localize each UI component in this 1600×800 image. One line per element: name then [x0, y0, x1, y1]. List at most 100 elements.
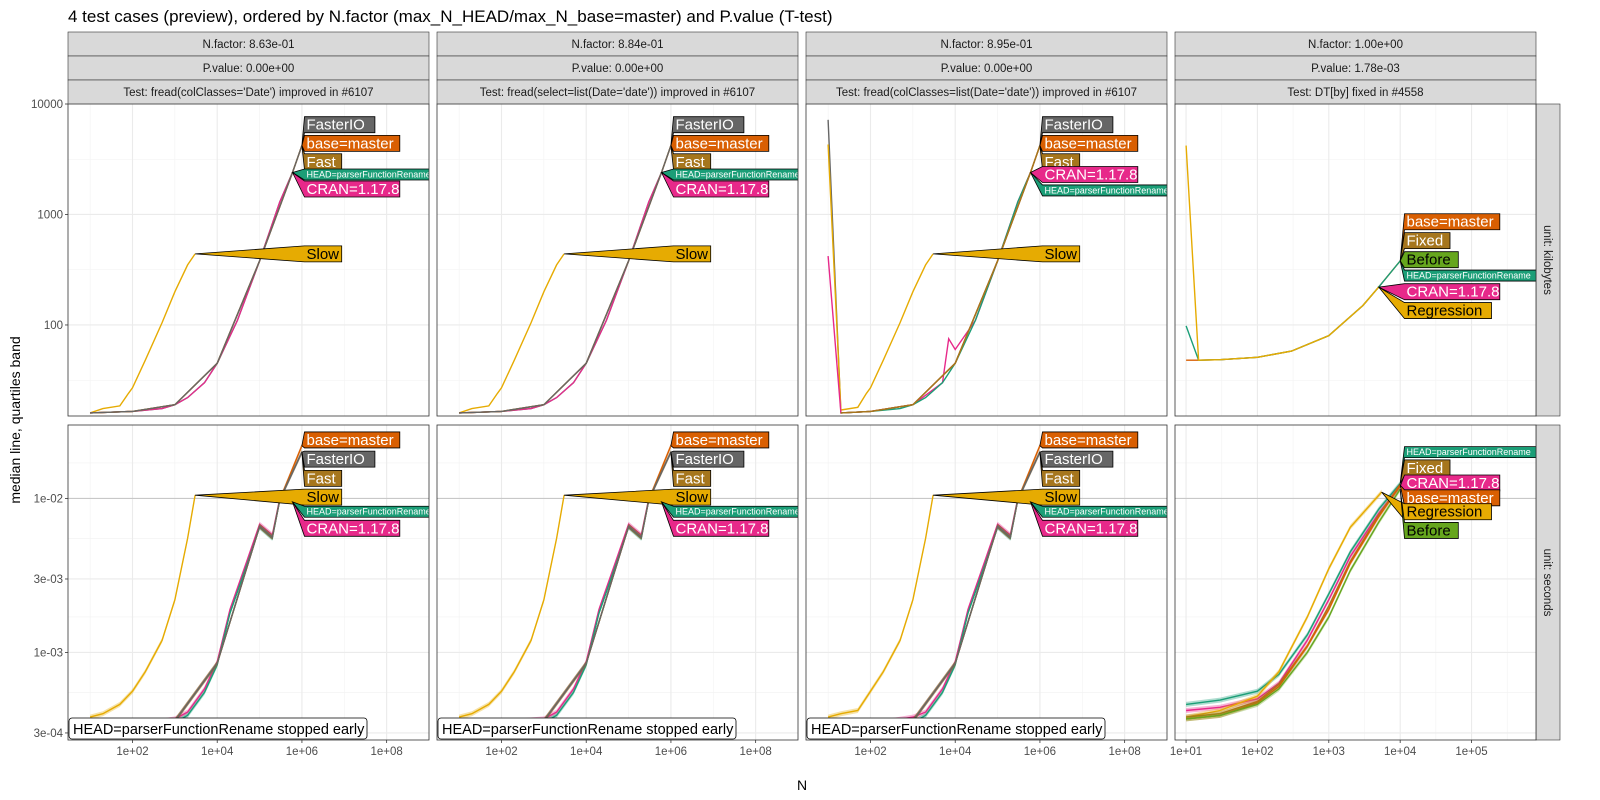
label-box-fasterio	[670, 116, 745, 146]
label-text-slow: Slow	[676, 489, 709, 506]
label-text-head-parserfunctionrename: HEAD=parserFunctionRename	[307, 170, 431, 180]
label-box-before	[1399, 251, 1459, 269]
label-text-fasterio: FasterIO	[676, 451, 734, 468]
label-box-base-master	[670, 134, 770, 152]
label-text-cran-1-17-8: CRAN=1.17.8	[1045, 520, 1138, 537]
facet-strip	[805, 55, 1168, 81]
direct-labels: FasterIObase=masterFastCRAN=1.17.8HEAD=p…	[933, 116, 1167, 263]
label-box-cran-1-17-8	[292, 172, 401, 198]
x-tick-label: 1e+02	[485, 746, 517, 758]
facet-strip	[436, 79, 799, 105]
chart-title: 4 test cases (preview), ordered by N.fac…	[68, 7, 833, 26]
facet-strip	[436, 55, 799, 81]
row-strip	[1535, 103, 1561, 417]
series-group	[1185, 481, 1401, 722]
panel-border	[436, 103, 799, 417]
direct-labels: base=master Fixed Before HEAD=parserFunctio…	[1377, 213, 1536, 320]
panel-2-seconds: base=masterFasterIOFastSlowHEAD=parserFu…	[436, 424, 800, 758]
label-box-fast	[1039, 452, 1081, 487]
label-text-base-master: base=master	[1045, 135, 1132, 152]
facet-strip-label: Test: DT[by] fixed in #4558	[1287, 87, 1423, 99]
label-box-cran-1-17-8	[1029, 166, 1139, 183]
panel-border	[805, 103, 1168, 417]
label-text-cran-1-17-8: CRAN=1.17.8	[1045, 167, 1138, 184]
label-box-head-parserfunctionrename	[291, 168, 429, 181]
y-tick-label: 3e-03	[34, 574, 63, 586]
label-box-cran-1-17-8	[1377, 283, 1501, 301]
y-axis-title: median line, quartiles band	[7, 336, 23, 503]
facet-strip-label: Test: fread(colClasses='Date') improved …	[123, 87, 373, 99]
x-tick-label: 1e+08	[739, 746, 771, 758]
panel-background	[437, 425, 798, 740]
row-strip-label: unit: kilobytes	[1541, 225, 1553, 295]
x-tick-label: 1e+04	[201, 746, 234, 758]
label-text-fast: Fast	[307, 470, 337, 487]
label-text-cran-1-17-8: CRAN=1.17.8	[1407, 475, 1500, 492]
panel-4-seconds: HEAD=parserFunctionRename FixedCRAN=1.17.…	[1170, 424, 1537, 758]
label-text-cran-1-17-8: CRAN=1.17.8	[307, 520, 400, 537]
label-text-base-master: base=master	[1407, 214, 1494, 231]
label-box-fixed	[1399, 232, 1451, 262]
label-box-fasterio	[301, 116, 376, 146]
label-box-head-parserfunctionrename	[660, 501, 798, 518]
series-line-regression	[1185, 145, 1380, 361]
facet-strip-label: N.factor: 8.63e-01	[202, 39, 294, 51]
x-tick-label: 1e+08	[370, 746, 402, 758]
row-strip	[1535, 424, 1561, 741]
facet-strip	[1174, 55, 1537, 81]
stopped-early-note-text: HEAD=parserFunctionRename stopped early	[73, 722, 365, 738]
label-box-cran-1-17-8	[292, 501, 401, 537]
label-text-head-parserfunctionrename: HEAD=parserFunctionRename	[307, 507, 431, 517]
x-axis-title: N	[797, 777, 807, 793]
label-box-base-master	[301, 134, 401, 152]
facet-strip	[67, 31, 430, 57]
series-line-regression	[1185, 491, 1383, 718]
x-tick-label: 1e+05	[1455, 746, 1487, 758]
label-box-slow	[564, 488, 712, 506]
label-text-cran-1-17-8: CRAN=1.17.8	[676, 520, 769, 537]
x-tick-label: 1e+08	[1108, 746, 1140, 758]
y-tick-label: 10000	[31, 99, 63, 111]
facet-strip-label: Test: fread(select=list(Date='date')) im…	[480, 87, 755, 99]
stopped-early-note-text: HEAD=parserFunctionRename stopped early	[442, 722, 734, 738]
panel-border	[436, 424, 799, 741]
panel-background	[806, 425, 1167, 740]
label-box-head-parserfunctionrename	[1030, 172, 1167, 197]
y-tick-label: 3e-04	[34, 728, 64, 740]
label-text-base-master: base=master	[1045, 432, 1132, 449]
panel-1-seconds: base=masterFasterIOFastSlowHEAD=parserFu…	[34, 424, 431, 758]
series-line-slow	[458, 495, 565, 718]
label-text-regression: Regression	[1407, 504, 1483, 521]
stopped-early-note	[68, 717, 368, 740]
quartile-band-slow	[90, 492, 196, 720]
facet-strip-label: N.factor: 8.95e-01	[940, 39, 1032, 51]
label-text-fixed: Fixed	[1407, 233, 1444, 250]
direct-labels: HEAD=parserFunctionRename FixedCRAN=1.17.…	[1381, 446, 1536, 539]
stopped-early-note	[437, 717, 737, 740]
facet-strip-label: P.value: 0.00e+00	[941, 63, 1033, 75]
facet-strip	[1174, 79, 1537, 105]
panel-background	[68, 425, 429, 740]
facet-strip	[67, 55, 430, 81]
label-box-base-master	[670, 431, 770, 449]
direct-labels: base=master FasterIO Fast SlowHEAD=parserFu…	[195, 431, 431, 537]
x-tick-label: 1e+02	[116, 746, 148, 758]
facet-strip-label: Test: fread(colClasses=list(Date='date')…	[836, 87, 1137, 99]
label-box-regression	[1378, 286, 1492, 319]
facet-strip	[67, 79, 430, 105]
x-tick-label: 1e+04	[939, 746, 972, 758]
label-box-base-master	[1399, 483, 1501, 507]
facet-strip-label: P.value: 1.78e-03	[1311, 63, 1400, 75]
panel-background	[68, 104, 429, 416]
y-tick-label: 100	[44, 320, 63, 332]
label-text-base-master: base=master	[1407, 490, 1494, 507]
panel-border	[1174, 424, 1537, 741]
label-text-head-parserfunctionrename: HEAD=parserFunctionRename	[676, 507, 800, 517]
label-text-fasterio: FasterIO	[307, 451, 365, 468]
label-box-fast	[301, 145, 343, 171]
